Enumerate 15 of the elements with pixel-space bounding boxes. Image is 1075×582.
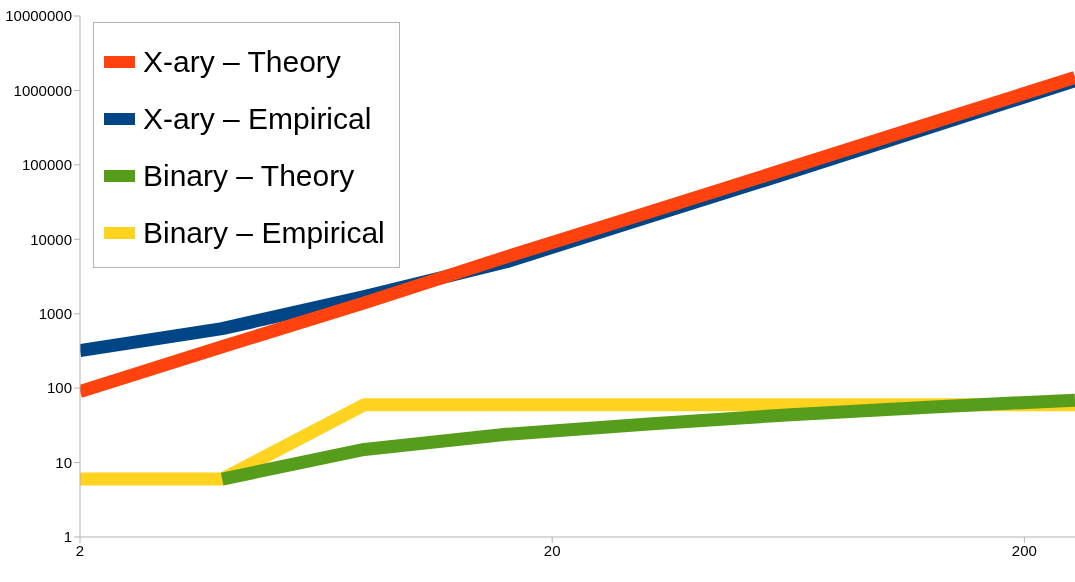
legend-label: Binary – Empirical bbox=[143, 215, 385, 250]
y-tick-label: 100000 bbox=[21, 156, 72, 174]
x-tick-label: 20 bbox=[543, 541, 561, 559]
y-tick-label: 10 bbox=[55, 453, 72, 471]
y-tick-label: 1 bbox=[63, 528, 72, 546]
x-tick-label: 2 bbox=[75, 541, 85, 559]
legend-label: X-ary – Empirical bbox=[143, 101, 372, 136]
y-tick-label: 10000 bbox=[30, 230, 72, 248]
y-tick-label: 10000000 bbox=[5, 7, 72, 25]
y-tick-label: 100 bbox=[46, 379, 72, 397]
legend-label: X-ary – Theory bbox=[143, 44, 341, 79]
y-tick-label: 1000000 bbox=[13, 81, 72, 99]
y-tick-label: 1000 bbox=[38, 305, 72, 323]
x-tick-label: 200 bbox=[1011, 541, 1037, 559]
legend-label: Binary – Theory bbox=[143, 158, 355, 193]
